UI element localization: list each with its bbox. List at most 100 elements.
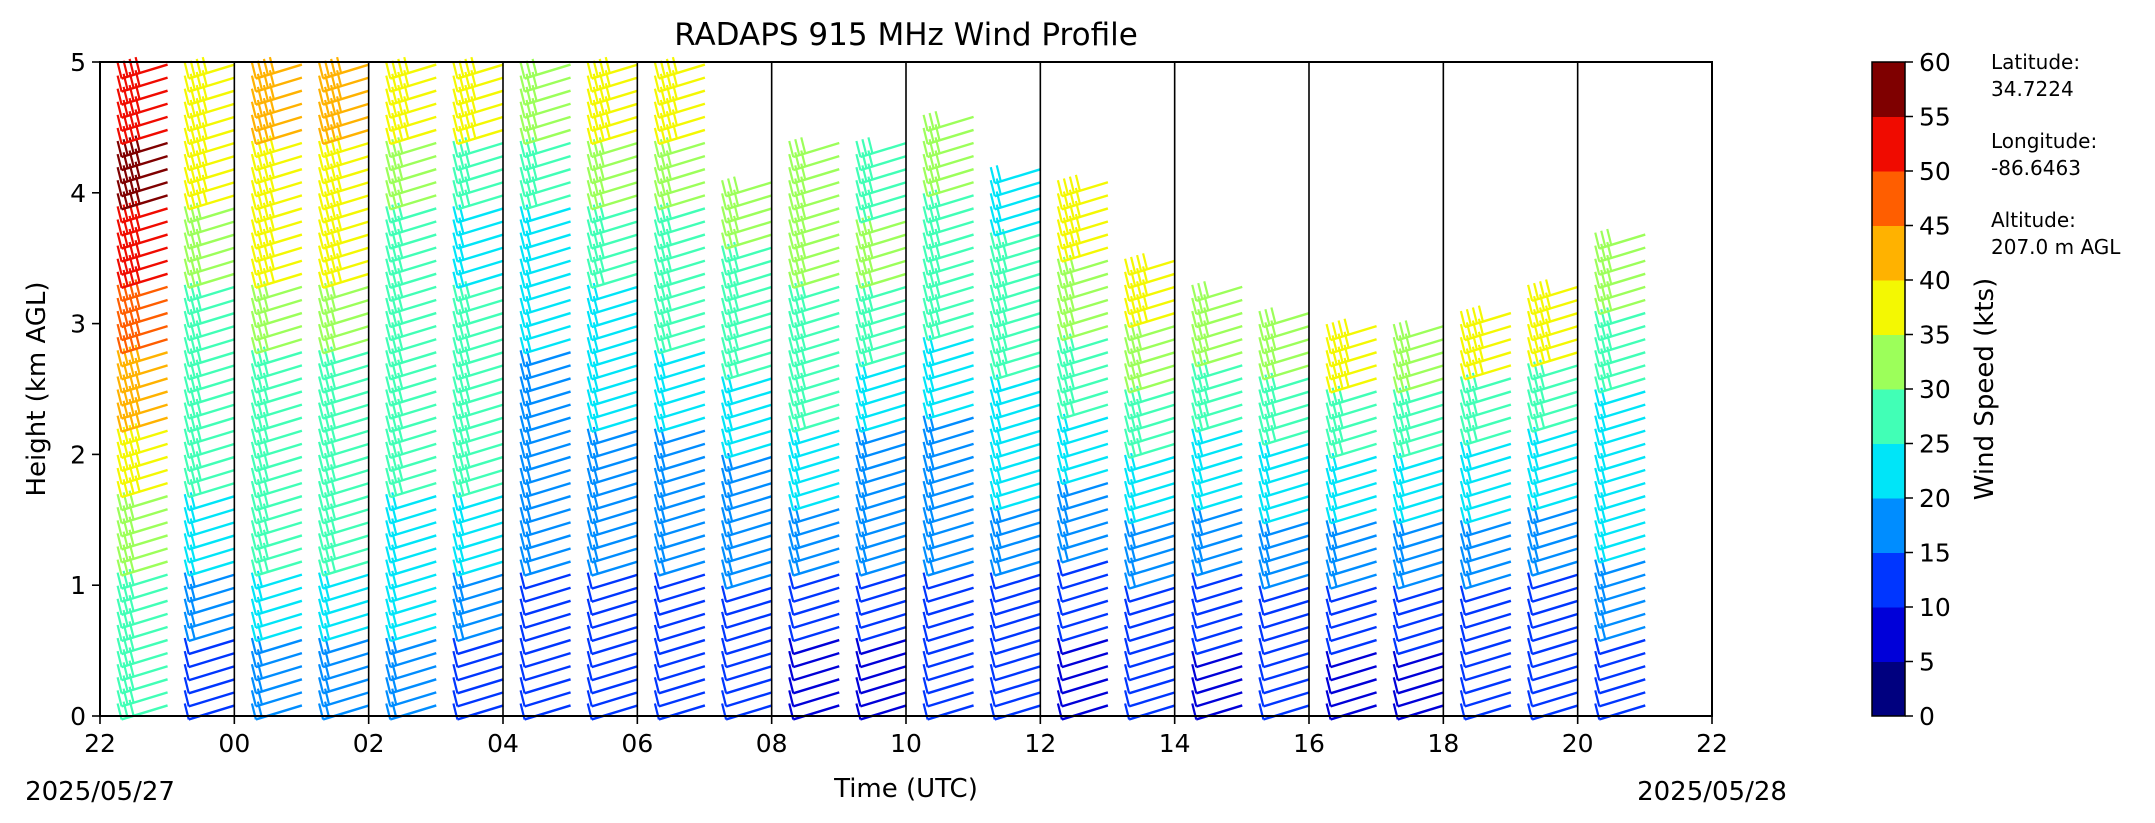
wind-barb-flag (1459, 677, 1466, 694)
wind-barb-flag (1056, 506, 1063, 524)
wind-barb-flag (721, 193, 728, 210)
wind-barb-flag (788, 559, 795, 576)
wind-barb-flag (318, 310, 325, 328)
wind-barb (457, 521, 504, 538)
wind-barb (188, 233, 236, 250)
y-tick-label: 3 (70, 310, 86, 339)
wind-barb (1128, 377, 1176, 394)
wind-barb-flag (452, 376, 459, 393)
wind-barb-flag (385, 506, 392, 524)
wind-barb (994, 495, 1042, 512)
wind-barb-flag (183, 389, 190, 406)
wind-barb-flag (1124, 376, 1131, 393)
wind-barb-flag (250, 271, 257, 289)
wind-barb (389, 220, 437, 237)
wind-barb-flag (1191, 677, 1198, 694)
wind-barb-flag (385, 690, 392, 707)
wind-barb-flag (855, 323, 862, 341)
wind-barb (1598, 338, 1646, 355)
wind-barb (1397, 638, 1445, 656)
wind-barb (524, 573, 571, 590)
wind-barb-flag (1392, 389, 1399, 406)
wind-barb (994, 665, 1042, 682)
wind-barb-flag (1191, 598, 1198, 616)
wind-barb-flag (385, 585, 392, 603)
wind-barb-flag (1124, 546, 1131, 563)
wind-barb (389, 364, 437, 381)
wind-barb-flag (855, 153, 862, 171)
wind-barb (121, 259, 168, 276)
wind-barb-flag (922, 506, 929, 524)
wind-barb (860, 377, 907, 394)
wind-barb-flag (519, 663, 526, 681)
wind-barb-flag (1258, 585, 1265, 603)
longitude-value: -86.6463 (1991, 156, 2081, 180)
wind-barb (188, 678, 236, 695)
wind-barb-flag (1124, 624, 1131, 642)
wind-barb (860, 311, 907, 329)
wind-barb-flag (586, 624, 593, 642)
wind-barb-flag (116, 166, 123, 184)
wind-barb (658, 416, 706, 433)
wind-barb-flag (318, 389, 325, 406)
wind-barb (1128, 481, 1176, 499)
wind-barb-flag (1594, 506, 1601, 524)
wind-barb-flag (318, 62, 325, 79)
wind-barb-column (1459, 305, 1512, 721)
wind-barb (658, 272, 706, 289)
wind-barb (1061, 638, 1109, 656)
wind-barb (1464, 390, 1512, 407)
wind-barb-flag (1325, 624, 1332, 642)
wind-barb-flag (855, 245, 862, 262)
wind-barb-flag (855, 506, 862, 524)
wind-barb-flag (788, 376, 795, 393)
wind-barb (994, 691, 1042, 708)
wind-barb (927, 181, 974, 198)
wind-barb-flag (1594, 350, 1601, 367)
wind-barb-flag (519, 62, 526, 79)
wind-barb (255, 194, 303, 211)
wind-barb-flag (855, 389, 862, 406)
wind-barb (1195, 338, 1243, 355)
wind-barb-flag (183, 336, 190, 354)
wind-barb (860, 508, 907, 525)
wind-barb (322, 89, 370, 106)
wind-barb-flag (116, 258, 123, 276)
wind-barb (524, 128, 571, 146)
wind-barb (658, 599, 706, 616)
wind-barb-flag (788, 663, 795, 681)
wind-barb (792, 534, 840, 551)
wind-barb-flag (586, 480, 593, 498)
wind-barb (658, 207, 706, 224)
wind-barb-flag (385, 441, 392, 459)
wind-barb (1598, 665, 1646, 682)
wind-barb (994, 194, 1042, 211)
wind-barb-flag (989, 663, 996, 681)
wind-barb (389, 442, 437, 460)
wind-barb (1397, 665, 1445, 682)
wind-barb-flag (183, 546, 190, 563)
wind-barb (188, 377, 236, 394)
wind-barb-flag (452, 624, 459, 642)
wind-barb-flag (1258, 598, 1265, 616)
wind-barb (188, 285, 236, 303)
wind-barb-flag (788, 585, 795, 603)
wind-barb (121, 468, 168, 486)
wind-barb (994, 651, 1042, 669)
wind-barb-column (855, 137, 907, 721)
wind-barb (524, 547, 571, 564)
wind-barb (1531, 338, 1579, 355)
wind-barb (121, 403, 168, 420)
wind-barb (658, 194, 706, 211)
wind-barb-flag (788, 179, 795, 197)
wind-barb (322, 311, 370, 329)
wind-barb (1464, 665, 1512, 682)
wind-barb-flag (1191, 572, 1198, 589)
wind-barb (524, 154, 571, 172)
wind-barb-flag (1392, 624, 1399, 642)
wind-barb (255, 521, 303, 538)
wind-barb (860, 220, 907, 237)
wind-barb-flag (1325, 506, 1332, 524)
wind-barb-flag (1124, 572, 1131, 589)
wind-barb-flag (116, 245, 123, 262)
